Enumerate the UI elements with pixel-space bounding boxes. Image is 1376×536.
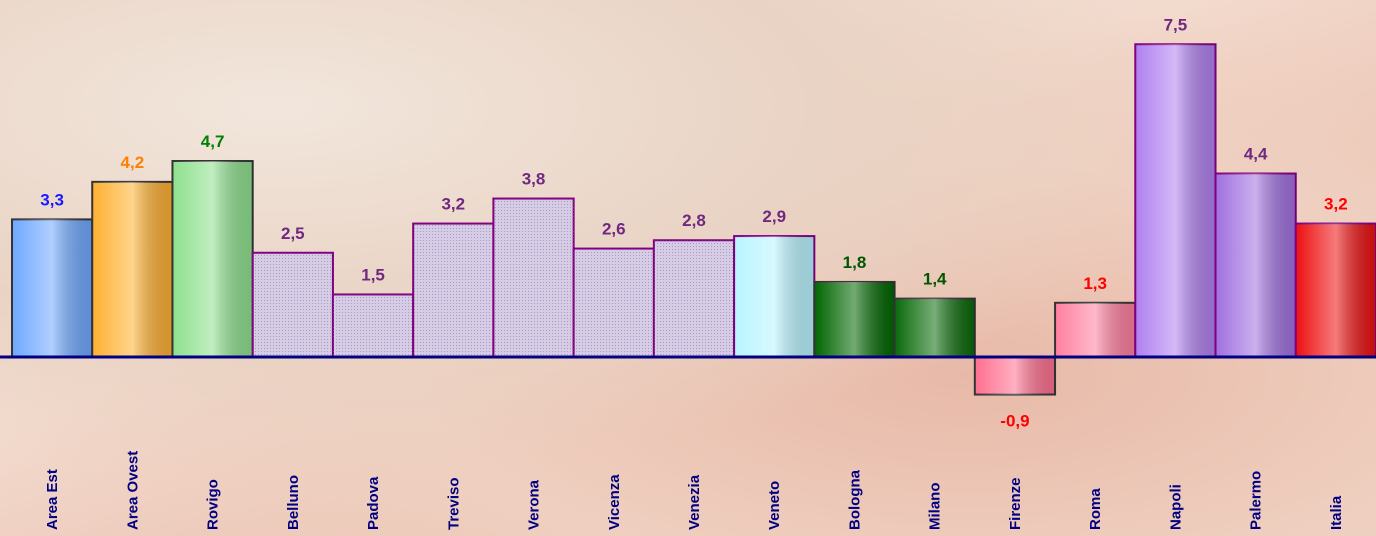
value-label: 4,4 — [1244, 145, 1268, 164]
value-label: 1,4 — [923, 270, 947, 289]
bar — [492, 197, 575, 358]
x-tick-label: Area Est — [44, 469, 61, 530]
value-label: 7,5 — [1164, 15, 1188, 34]
bar — [893, 297, 976, 358]
bar — [91, 180, 174, 358]
x-tick-label: Rovigo — [205, 479, 222, 530]
bar — [331, 293, 415, 359]
value-label: 3,2 — [441, 195, 465, 214]
value-label: 3,3 — [40, 190, 64, 209]
x-tick-label: Palermo — [1248, 471, 1265, 530]
bar — [171, 160, 254, 358]
value-label: 3,8 — [522, 170, 546, 189]
bar — [251, 251, 334, 358]
value-label: 2,9 — [762, 207, 786, 226]
bar — [813, 280, 896, 358]
value-label: 2,6 — [602, 220, 626, 239]
x-tick-label: Padova — [365, 476, 382, 530]
x-tick-label: Bologna — [846, 469, 863, 530]
x-tick-label: Venezia — [686, 474, 703, 530]
bar — [733, 235, 816, 359]
x-tick-label: Treviso — [445, 477, 462, 530]
bar — [1214, 172, 1297, 358]
value-label: -0,9 — [1000, 412, 1029, 431]
value-label: 1,8 — [843, 253, 867, 272]
bar — [412, 222, 495, 358]
bar — [1294, 222, 1376, 358]
x-tick-label: Napoli — [1167, 484, 1184, 530]
x-tick-label: Vicenza — [606, 474, 623, 530]
value-label: 3,2 — [1324, 195, 1348, 214]
x-tick-label: Veneto — [766, 481, 783, 530]
x-tick-label: Milano — [927, 483, 944, 531]
x-tick-label: Verona — [526, 479, 543, 530]
bar — [11, 218, 94, 358]
value-label: 2,5 — [281, 224, 305, 243]
value-label: 4,2 — [121, 153, 145, 172]
x-tick-label: Area Ovest — [124, 451, 141, 530]
value-label: 2,8 — [682, 211, 706, 230]
value-label: 4,7 — [201, 132, 225, 151]
bar — [973, 356, 1057, 396]
bar — [572, 247, 655, 358]
bar — [1134, 43, 1217, 358]
value-label: 1,3 — [1083, 274, 1107, 293]
x-tick-label: Italia — [1328, 495, 1345, 530]
x-tick-label: Firenze — [1007, 477, 1024, 530]
x-tick-label: Belluno — [285, 475, 302, 530]
bar — [1054, 301, 1137, 359]
bar — [652, 239, 736, 359]
x-tick-label: Roma — [1087, 488, 1104, 530]
value-label: 1,5 — [361, 265, 385, 284]
